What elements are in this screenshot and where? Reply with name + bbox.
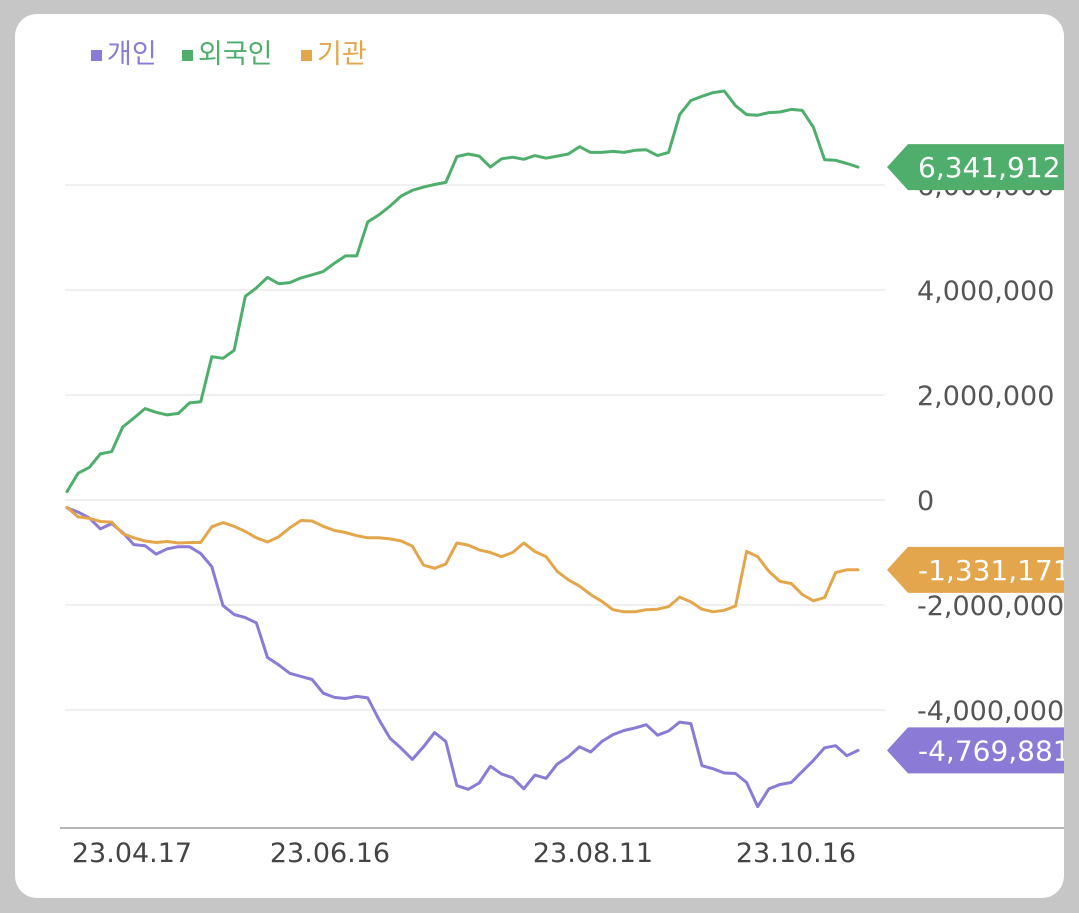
legend[interactable]: 개인 외국인 기관 <box>91 39 367 70</box>
y-tick-label: 4,000,000 <box>917 276 1054 307</box>
last-value-tags: -4,769,881 6,341,912 -1,331,171 <box>887 144 1064 774</box>
tag-label: -1,331,171 <box>918 554 1064 587</box>
legend-label: 외국인 <box>198 39 273 70</box>
last-value-tag-1: 6,341,912 <box>887 144 1064 191</box>
chart-card: 6,000,0004,000,0002,000,0000-2,000,000-4… <box>15 14 1064 898</box>
grid-lines <box>65 184 885 711</box>
tag-label: 6,341,912 <box>918 151 1061 184</box>
legend-label: 기관 <box>317 39 367 70</box>
y-tick-label: -4,000,000 <box>917 696 1064 727</box>
last-value-tag-0: -4,769,881 <box>887 727 1064 774</box>
tag-shape <box>887 727 1064 774</box>
tag-shape <box>887 546 1064 593</box>
x-tick-label: 23.06.16 <box>270 838 390 869</box>
series-line-2 <box>65 505 860 614</box>
legend-label: 개인 <box>107 39 157 70</box>
series-line-1 <box>65 89 860 494</box>
legend-swatch <box>91 50 102 61</box>
x-axis: 23.04.17 23.06.16 23.08.11 23.10.16 <box>60 827 1064 869</box>
y-tick-label: -2,000,000 <box>917 591 1064 622</box>
legend-swatch <box>182 50 193 61</box>
y-tick-label: 2,000,000 <box>917 381 1054 412</box>
legend-item-2[interactable]: 기관 <box>301 39 367 70</box>
legend-item-1[interactable]: 외국인 <box>182 39 273 70</box>
legend-item-0[interactable]: 개인 <box>91 39 157 70</box>
y-tick-label: 0 <box>917 486 934 517</box>
last-value-tag-2: -1,331,171 <box>887 546 1064 593</box>
x-tick-label: 23.04.17 <box>72 838 192 869</box>
tag-label: -4,769,881 <box>918 734 1064 767</box>
legend-swatch <box>301 50 312 61</box>
investor-net-buy-chart: 6,000,0004,000,0002,000,0000-2,000,000-4… <box>60 39 1064 869</box>
y-axis-ticks: 6,000,0004,000,0002,000,0000-2,000,000-4… <box>917 171 1064 727</box>
x-tick-label: 23.08.11 <box>533 838 653 869</box>
x-tick-label: 23.10.16 <box>736 838 856 869</box>
series-line-0 <box>65 506 860 809</box>
tag-shape <box>887 144 1064 191</box>
series-lines <box>65 89 860 809</box>
